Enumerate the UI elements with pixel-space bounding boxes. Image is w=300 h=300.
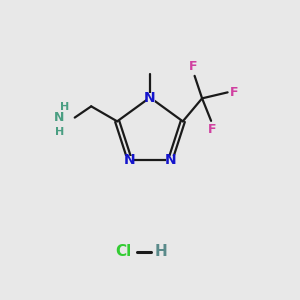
Text: F: F	[230, 86, 238, 99]
Text: H: H	[55, 127, 64, 136]
Text: N: N	[144, 91, 156, 104]
Text: N: N	[164, 153, 176, 167]
Bar	[146, 93, 154, 102]
Bar	[166, 156, 175, 164]
Text: N: N	[124, 153, 136, 167]
Text: F: F	[208, 123, 217, 136]
Text: Cl: Cl	[115, 244, 131, 260]
Text: H: H	[154, 244, 167, 260]
Text: F: F	[189, 61, 197, 74]
Text: H: H	[60, 102, 69, 112]
Bar	[125, 156, 134, 164]
Text: N: N	[54, 111, 64, 124]
